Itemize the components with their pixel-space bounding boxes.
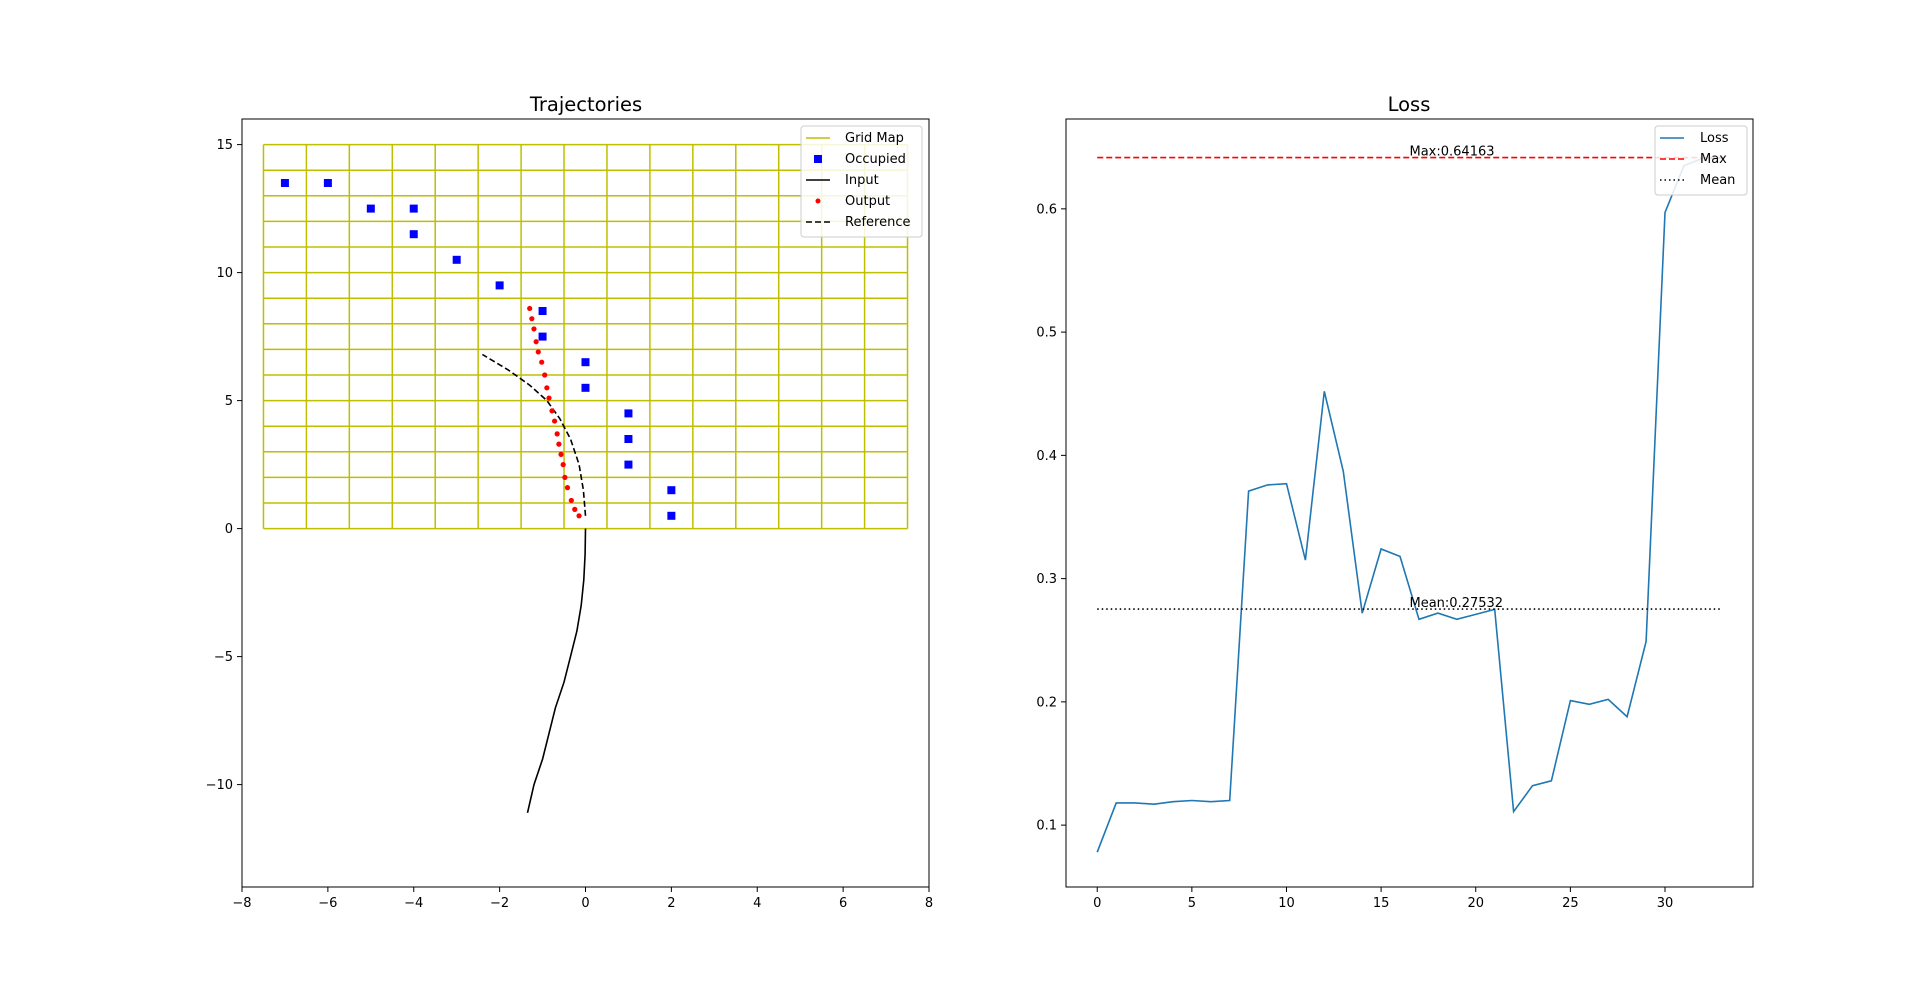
loss-x-tick-label: 15 [1373,896,1390,911]
occupied-cell-marker [667,511,676,520]
loss-x-tick-label: 5 [1188,896,1196,911]
occupied-cell-marker [495,281,504,290]
trajectories-x-tick-label: 4 [753,896,761,911]
trajectories-x-tick-label: 8 [925,896,933,911]
output-point [542,372,548,378]
loss-y-tick-label: 0.5 [1036,326,1057,341]
loss-x-tick-label: 20 [1467,896,1484,911]
output-point [572,506,578,512]
input-trajectory-line [526,528,587,813]
output-point [562,474,568,480]
legend-input-label: Input [845,173,879,188]
trajectories-legend: Grid Map Occupied Input Output Reference [800,125,923,238]
loss-y-tick-label: 0.3 [1036,572,1057,587]
trajectories-y-tick-label: −10 [206,778,233,793]
trajectories-y-tick-label: 15 [216,138,233,153]
occupied-cell-marker [409,204,418,213]
occupied-cell-marker [538,332,547,341]
trajectories-y-tick-label: 0 [225,522,233,537]
trajectories-plot-area [262,143,909,813]
occupied-cell-marker [624,460,633,469]
loss-y-tick-label: 0.4 [1036,449,1057,464]
legend-output-swatch [815,198,821,204]
legend-reference-label: Reference [845,215,910,230]
occupied-cell-marker [667,486,676,495]
trajectories-x-tick-label: −8 [232,896,251,911]
loss-y-tick-label: 0.1 [1036,819,1057,834]
occupied-cell-marker [581,358,590,367]
trajectories-x-tick-label: 2 [667,896,675,911]
occupied-cell-marker [538,307,547,315]
trajectories-legend-frame [800,125,923,238]
loss-axes-frame [1065,118,1754,888]
output-point [564,485,571,491]
output-point [556,441,562,447]
output-point [568,497,574,504]
loss-y-tick-label: 0.2 [1036,695,1057,710]
occupied-cell-marker [624,435,633,443]
output-point [533,339,539,345]
output-point [549,408,555,414]
trajectories-title: Trajectories [529,93,642,116]
output-point [535,349,541,355]
output-point [546,395,552,401]
trajectories-y-tick-label: 10 [216,266,233,281]
trajectories-x-tick-label: −4 [404,896,423,911]
loss-legend-frame [1654,125,1748,196]
loss-y-tick-label: 0.6 [1036,202,1057,217]
occupied-cell-marker [452,255,461,264]
mean-annotation: Mean:0.27532 [1410,596,1504,611]
loss-title: Loss [1388,93,1431,116]
trajectories-x-tick-label: −6 [318,896,337,911]
output-point [527,305,533,312]
trajectories-x-tick-label: 0 [581,896,589,911]
occupied-cell-marker [581,383,590,392]
legend-max-label: Max [1700,152,1727,167]
output-point [576,513,582,519]
trajectories-y-tick-label: 5 [225,394,233,409]
loss-plot: Loss Max:0.64163 Mean:0.27532 0 5 10 15 20 25 3… [1036,93,1754,911]
trajectories-x-tick-label: −2 [490,896,509,911]
reference-trajectory-line [481,353,587,516]
loss-plot-area: Max:0.64163 Mean:0.27532 [1096,145,1722,853]
occupied-cell-marker [323,179,332,187]
output-point [558,451,564,457]
loss-x-tick-label: 0 [1093,896,1101,911]
max-annotation: Max:0.64163 [1410,145,1495,160]
output-point [544,385,550,391]
legend-loss-label: Loss [1700,131,1729,146]
legend-grid-map-label: Grid Map [845,131,904,146]
loss-series-line [1096,157,1722,853]
loss-x-tick-label: 25 [1562,896,1579,911]
loss-axis-ticks: 0 5 10 15 20 25 30 0.1 0.2 0.3 0.4 0.5 0.6 [1036,202,1673,911]
output-point [560,462,566,468]
legend-occupied-swatch [814,155,822,163]
occupied-cell-marker [280,179,289,187]
loss-x-tick-label: 10 [1278,896,1295,911]
output-point [551,418,558,424]
trajectories-y-tick-label: −5 [214,650,233,665]
occupied-cell-marker [366,204,375,213]
occupied-cell-marker [409,230,418,239]
trajectories-plot: Trajectories −8 −6 −4 −2 0 2 4 6 8 −10 −5 0 5 10 15 Gr… [206,93,934,911]
output-point [531,326,537,332]
loss-x-tick-label: 30 [1657,896,1674,911]
output-point [529,316,535,322]
trajectories-x-tick-label: 6 [839,896,847,911]
trajectories-axis-ticks: −8 −6 −4 −2 0 2 4 6 8 −10 −5 0 5 10 15 [206,138,934,911]
output-point [539,359,545,365]
output-point [554,431,560,437]
legend-output-label: Output [845,194,890,209]
legend-mean-label: Mean [1700,173,1735,188]
legend-occupied-label: Occupied [845,152,906,167]
loss-legend: Loss Max Mean [1654,125,1748,196]
occupied-cell-marker [624,409,633,418]
